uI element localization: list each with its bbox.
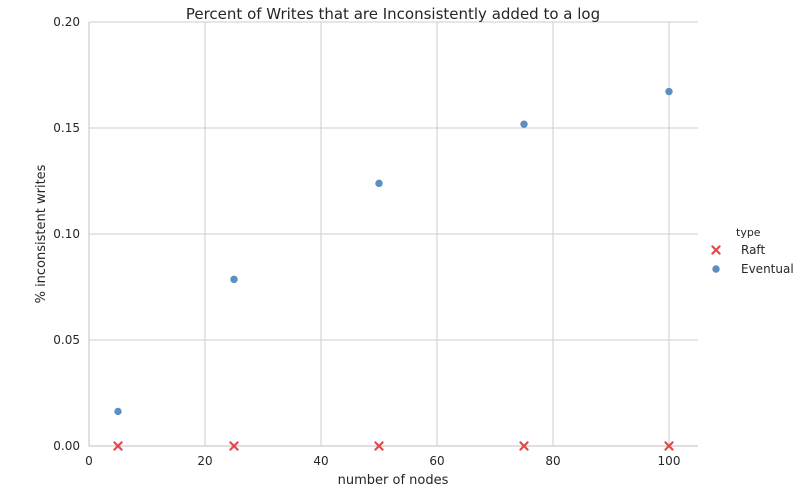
y-axis-label: % inconsistent writes bbox=[34, 164, 49, 303]
x-tick-label: 60 bbox=[429, 454, 444, 468]
data-points bbox=[113, 87, 674, 451]
raft-data-point bbox=[229, 441, 239, 451]
x-tick-label: 40 bbox=[313, 454, 328, 468]
eventual-data-point bbox=[520, 120, 528, 128]
tick-labels: 0 20 40 60 80 100 0.00 0.05 0.10 0.15 0.20 bbox=[53, 15, 680, 468]
eventual-data-point bbox=[665, 87, 673, 96]
eventual-data-point bbox=[375, 179, 383, 188]
x-tick-label: 20 bbox=[197, 454, 212, 468]
y-tick-label: 0.10 bbox=[53, 227, 80, 241]
legend-title: type bbox=[736, 226, 761, 239]
raft-data-point bbox=[374, 441, 384, 451]
legend-marker-raft bbox=[711, 245, 721, 255]
x-tick-label: 0 bbox=[85, 454, 93, 468]
raft-data-point bbox=[113, 441, 123, 451]
legend-label-raft: Raft bbox=[741, 243, 765, 257]
legend-label-eventual: Eventual bbox=[741, 262, 794, 276]
raft-data-point bbox=[519, 441, 529, 451]
x-axis-label: number of nodes bbox=[338, 473, 449, 488]
chart-title: Percent of Writes that are Inconsistentl… bbox=[186, 5, 600, 23]
x-tick-label: 100 bbox=[658, 454, 681, 468]
y-tick-label: 0.15 bbox=[53, 121, 80, 135]
axes bbox=[88, 22, 698, 447]
legend: type Raft Eventual bbox=[711, 226, 794, 276]
grid bbox=[89, 21, 698, 446]
x-tick-label: 80 bbox=[545, 454, 560, 468]
y-tick-label: 0.20 bbox=[53, 15, 80, 29]
raft-data-point bbox=[664, 441, 674, 451]
y-tick-label: 0.00 bbox=[53, 439, 80, 453]
eventual-data-point bbox=[230, 275, 238, 284]
legend-marker-eventual bbox=[712, 265, 720, 273]
y-tick-label: 0.05 bbox=[53, 333, 80, 347]
eventual-data-point bbox=[114, 407, 122, 416]
